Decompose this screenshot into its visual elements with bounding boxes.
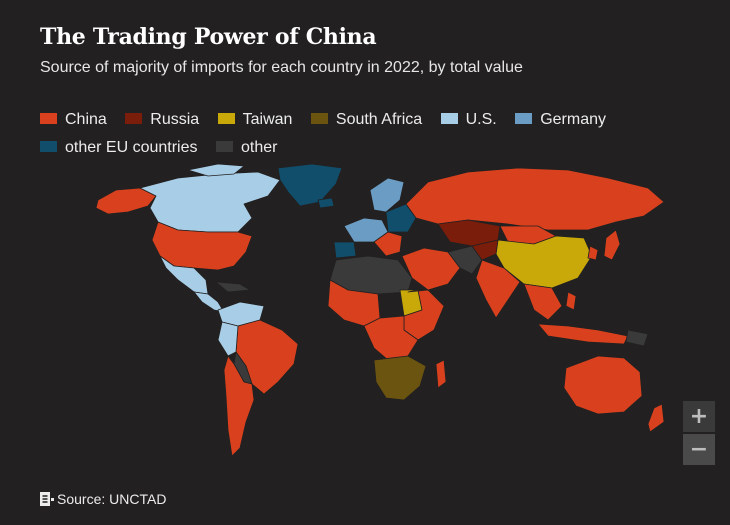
- argentina-chile-region[interactable]: [223, 355, 255, 457]
- china-region[interactable]: [495, 235, 593, 289]
- india-region[interactable]: [475, 259, 521, 319]
- central-america-region[interactable]: [193, 291, 225, 313]
- world-map[interactable]: [68, 160, 680, 470]
- legend-swatch-china: [40, 113, 57, 124]
- legend-swatch-germany: [515, 113, 533, 124]
- peru-region[interactable]: [217, 321, 239, 357]
- legend-label: Russia: [150, 111, 200, 128]
- iran-region[interactable]: [447, 245, 483, 275]
- alaska-region[interactable]: [95, 187, 157, 215]
- iceland-region[interactable]: [317, 197, 335, 209]
- southeast-asia-region[interactable]: [523, 283, 563, 321]
- zoom-in-button[interactable]: +: [683, 401, 715, 432]
- map-title: The Trading Power of China: [40, 24, 377, 50]
- southern-africa-region[interactable]: [373, 355, 427, 401]
- legend-item-russia: Russia: [125, 106, 199, 134]
- legend: China Russia Taiwan South Africa U.S. Ge…: [40, 106, 712, 162]
- legend-label: U.S.: [465, 111, 497, 128]
- japan-region[interactable]: [603, 229, 621, 261]
- central-asia-region[interactable]: [471, 239, 499, 261]
- legend-item-germany: Germany: [515, 106, 606, 134]
- philippines-region[interactable]: [565, 291, 577, 311]
- legend-item-us: U.S.: [440, 106, 497, 134]
- legend-item-china: China: [40, 106, 107, 134]
- middle-east-region[interactable]: [401, 247, 461, 291]
- legend-label: China: [65, 111, 107, 128]
- italy-balkans-region[interactable]: [373, 231, 403, 257]
- legend-label: other EU countries: [65, 139, 198, 156]
- legend-swatch-other-eu: [40, 141, 57, 152]
- legend-swatch-south-africa: [310, 113, 328, 124]
- legend-label: South Africa: [335, 111, 423, 128]
- eastern-europe-region[interactable]: [385, 203, 417, 233]
- legend-item-other: other: [215, 134, 278, 162]
- indonesia-region[interactable]: [537, 323, 629, 345]
- legend-swatch-taiwan: [217, 113, 235, 124]
- map-subtitle: Source of majority of imports for each c…: [40, 59, 523, 76]
- legend-item-other-eu: other EU countries: [40, 134, 198, 162]
- publisher-logo-icon: [40, 492, 54, 506]
- central-africa-region[interactable]: [363, 315, 419, 361]
- legend-swatch-other: [215, 141, 233, 152]
- zoom-out-button[interactable]: −: [683, 434, 715, 465]
- new-zealand-region[interactable]: [647, 403, 665, 433]
- legend-label: other: [240, 139, 278, 156]
- legend-swatch-russia: [125, 113, 143, 124]
- legend-item-south-africa: South Africa: [310, 106, 423, 134]
- legend-label: Taiwan: [242, 111, 293, 128]
- australia-region[interactable]: [563, 355, 643, 415]
- caribbean-region[interactable]: [215, 281, 251, 293]
- canadian-arctic-region[interactable]: [187, 163, 245, 177]
- zoom-controls: + −: [683, 401, 715, 465]
- scandinavia-region[interactable]: [369, 177, 405, 213]
- madagascar-region[interactable]: [435, 359, 447, 389]
- legend-swatch-us: [440, 113, 458, 124]
- korea-region[interactable]: [587, 245, 599, 261]
- legend-item-taiwan: Taiwan: [217, 106, 293, 134]
- russia-region[interactable]: [405, 167, 665, 231]
- source-credit: Source: UNCTAD: [40, 491, 166, 507]
- papua-region[interactable]: [625, 329, 649, 347]
- source-text: Source: UNCTAD: [57, 491, 167, 507]
- legend-label: Germany: [540, 111, 606, 128]
- iberia-region[interactable]: [333, 241, 357, 259]
